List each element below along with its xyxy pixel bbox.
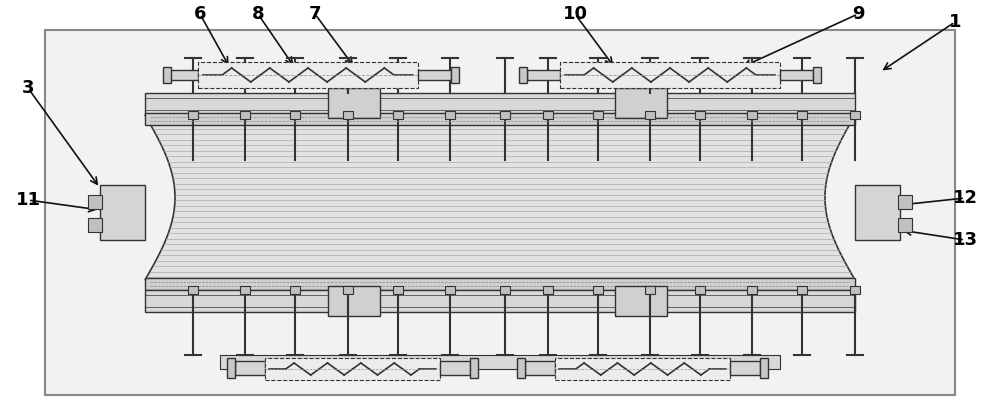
Bar: [813, 67, 821, 83]
Bar: [290, 286, 300, 294]
Bar: [45, 30, 955, 395]
Bar: [445, 286, 455, 294]
Bar: [188, 111, 198, 119]
Bar: [198, 62, 418, 88]
Bar: [615, 88, 667, 118]
Bar: [220, 355, 780, 369]
Bar: [555, 358, 730, 380]
Bar: [470, 358, 478, 378]
Bar: [797, 111, 807, 119]
Bar: [145, 290, 855, 312]
Bar: [393, 286, 403, 294]
Bar: [730, 361, 760, 375]
Bar: [500, 286, 510, 294]
Bar: [898, 218, 912, 232]
Bar: [850, 286, 860, 294]
Text: 1: 1: [949, 13, 961, 31]
Bar: [593, 286, 603, 294]
Text: 7: 7: [309, 5, 321, 23]
Text: 9: 9: [852, 5, 864, 23]
Bar: [418, 70, 451, 80]
Bar: [760, 358, 768, 378]
Bar: [227, 358, 235, 378]
Bar: [343, 111, 353, 119]
Bar: [451, 67, 459, 83]
Text: 8: 8: [252, 5, 264, 23]
Text: 3: 3: [22, 79, 34, 97]
Bar: [543, 286, 553, 294]
Bar: [163, 67, 171, 83]
Bar: [645, 286, 655, 294]
Bar: [850, 111, 860, 119]
Bar: [240, 286, 250, 294]
Text: 13: 13: [952, 231, 978, 249]
Bar: [145, 93, 855, 115]
Bar: [695, 286, 705, 294]
Text: 6: 6: [194, 5, 206, 23]
Bar: [188, 286, 198, 294]
Bar: [440, 361, 470, 375]
Bar: [695, 111, 705, 119]
Bar: [88, 195, 102, 209]
Bar: [560, 62, 780, 88]
Bar: [797, 286, 807, 294]
Text: 12: 12: [952, 189, 978, 207]
Bar: [525, 361, 555, 375]
Bar: [328, 286, 380, 316]
Bar: [747, 286, 757, 294]
Text: 11: 11: [16, 191, 40, 209]
Bar: [593, 111, 603, 119]
Bar: [445, 111, 455, 119]
Bar: [393, 111, 403, 119]
Bar: [747, 111, 757, 119]
Bar: [145, 278, 855, 290]
Bar: [290, 111, 300, 119]
Bar: [519, 67, 527, 83]
Bar: [88, 218, 102, 232]
Bar: [855, 185, 900, 240]
Bar: [235, 361, 265, 375]
Bar: [517, 358, 525, 378]
Bar: [645, 111, 655, 119]
Bar: [165, 70, 198, 80]
Bar: [343, 286, 353, 294]
Bar: [780, 70, 813, 80]
Bar: [543, 111, 553, 119]
Bar: [500, 111, 510, 119]
Polygon shape: [145, 115, 855, 280]
Bar: [527, 70, 560, 80]
Bar: [100, 185, 145, 240]
Bar: [145, 113, 855, 125]
Bar: [328, 88, 380, 118]
Bar: [240, 111, 250, 119]
Bar: [615, 286, 667, 316]
Bar: [898, 195, 912, 209]
Bar: [265, 358, 440, 380]
Text: 10: 10: [562, 5, 588, 23]
